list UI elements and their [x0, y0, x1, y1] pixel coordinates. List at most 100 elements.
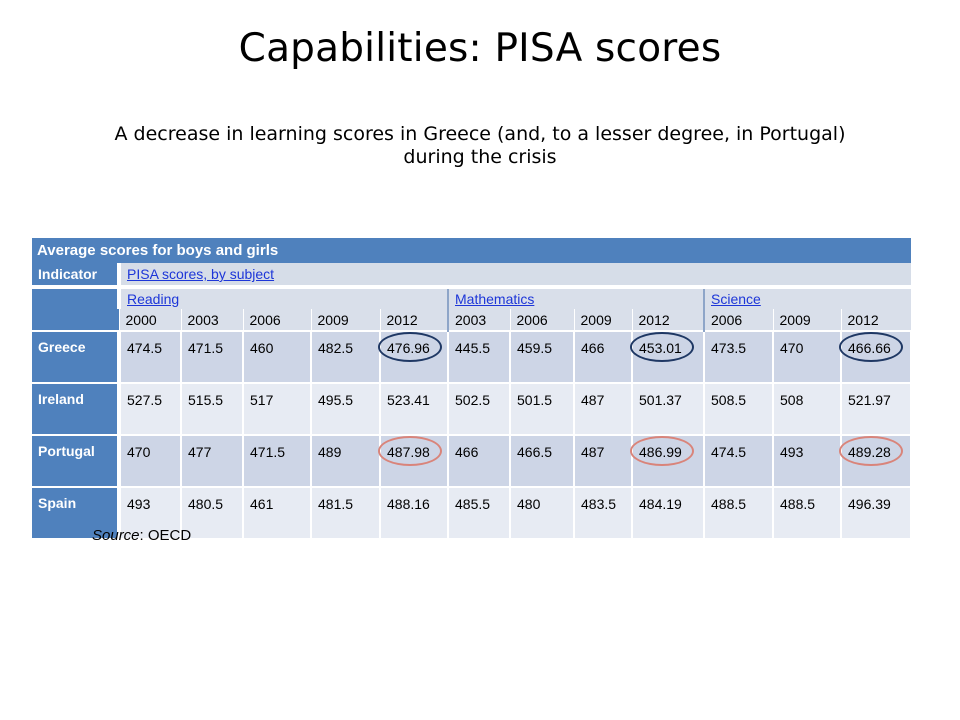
- score-cell: 466.66: [839, 331, 913, 383]
- year-header: 2006: [510, 309, 575, 331]
- score-cell: 487.98: [378, 435, 449, 487]
- source-value: : OECD: [139, 527, 192, 544]
- score-cell: 487: [574, 435, 633, 487]
- country-label: Portugal: [32, 435, 121, 487]
- score-cell: 474.5: [703, 435, 774, 487]
- year-header: 2003: [181, 309, 244, 331]
- score-value: 453.01: [639, 340, 682, 356]
- year-header: 2000: [119, 309, 182, 331]
- score-cell: 501.37: [632, 383, 705, 435]
- score-cell: 471.5: [181, 331, 244, 383]
- highlighted-score: 486.99: [630, 436, 694, 466]
- score-cell: 521.97: [841, 383, 913, 435]
- year-header: 2009: [773, 309, 842, 331]
- score-cell: 489: [311, 435, 381, 487]
- score-cell: 488.16: [380, 487, 449, 538]
- score-cell: 480: [510, 487, 575, 538]
- score-cell: 481.5: [311, 487, 381, 538]
- indicator-value-cell: PISA scores, by subject: [119, 263, 912, 289]
- score-cell: 493: [119, 487, 182, 538]
- subject-reading-link[interactable]: Reading: [127, 291, 180, 307]
- score-cell: 502.5: [447, 383, 511, 435]
- score-cell: 466: [447, 435, 511, 487]
- year-header: 2012: [380, 309, 449, 331]
- score-cell: 461: [243, 487, 312, 538]
- table-header: Average scores for boys and girls: [32, 238, 912, 263]
- score-cell: 496.39: [841, 487, 913, 538]
- score-cell: 460: [243, 331, 312, 383]
- score-cell: 508.5: [703, 383, 774, 435]
- score-cell: 488.5: [703, 487, 774, 538]
- year-header: 2012: [632, 309, 705, 331]
- indicator-label: Indicator: [32, 263, 121, 289]
- score-cell: 482.5: [311, 331, 381, 383]
- table-row: Greece 474.5 471.5 460 482.5 476.96 445.5 459.5…: [32, 331, 913, 383]
- score-cell: 474.5: [119, 331, 182, 383]
- score-cell: 480.5: [181, 487, 244, 538]
- country-label: Greece: [32, 331, 121, 383]
- year-header: 2006: [703, 309, 774, 331]
- highlighted-score: 489.28: [839, 436, 903, 466]
- subject-science-cell: Science: [702, 287, 912, 309]
- score-cell: 471.5: [243, 435, 312, 487]
- score-cell: 527.5: [119, 383, 182, 435]
- score-cell: 495.5: [311, 383, 381, 435]
- score-cell: 517: [243, 383, 312, 435]
- pisa-scores-table: Average scores for boys and girls Indica…: [32, 238, 913, 538]
- year-header: 2009: [311, 309, 381, 331]
- score-value: 487.98: [387, 444, 430, 460]
- score-cell: 466: [574, 331, 633, 383]
- source-note: Source: OECD: [92, 527, 191, 544]
- year-header: 2003: [447, 309, 511, 331]
- score-cell: 485.5: [447, 487, 511, 538]
- score-cell: 476.96: [378, 331, 449, 383]
- score-cell: 493: [773, 435, 842, 487]
- score-cell: 483.5: [574, 487, 633, 538]
- country-label: Ireland: [32, 383, 121, 435]
- score-cell: 453.01: [630, 331, 705, 383]
- subject-mathematics-cell: Mathematics: [447, 287, 704, 309]
- score-cell: 470: [119, 435, 182, 487]
- score-cell: 487: [574, 383, 633, 435]
- subtitle-line-2: during the crisis: [403, 146, 557, 168]
- score-cell: 459.5: [510, 331, 575, 383]
- slide-subtitle: A decrease in learning scores in Greece …: [100, 123, 860, 169]
- subject-reading-cell: Reading: [119, 287, 448, 309]
- score-cell: 484.19: [632, 487, 705, 538]
- table-row: Spain 493 480.5 461 481.5 488.16 485.5 480 483.5…: [32, 487, 913, 538]
- score-cell: 466.5: [510, 435, 575, 487]
- highlighted-score: 476.96: [378, 332, 442, 362]
- pisa-table-container: Average scores for boys and girls Indica…: [32, 238, 913, 538]
- subject-science-link[interactable]: Science: [711, 291, 761, 307]
- score-cell: 488.5: [773, 487, 842, 538]
- country-label: Spain: [32, 487, 121, 538]
- score-cell: 515.5: [181, 383, 244, 435]
- highlighted-score: 466.66: [839, 332, 903, 362]
- subtitle-line-1: A decrease in learning scores in Greece …: [114, 123, 846, 145]
- score-cell: 508: [773, 383, 842, 435]
- highlighted-score: 487.98: [378, 436, 442, 466]
- score-cell: 486.99: [630, 435, 705, 487]
- score-cell: 445.5: [447, 331, 511, 383]
- score-cell: 489.28: [839, 435, 913, 487]
- table-row: Ireland 527.5 515.5 517 495.5 523.41 502.5 501.…: [32, 383, 913, 435]
- score-value: 489.28: [848, 444, 891, 460]
- indicator-link[interactable]: PISA scores, by subject: [127, 266, 275, 282]
- score-cell: 477: [181, 435, 244, 487]
- score-value: 476.96: [387, 340, 430, 356]
- score-cell: 501.5: [510, 383, 575, 435]
- subject-side-cell: [32, 287, 121, 309]
- year-header: 2009: [574, 309, 633, 331]
- score-cell: 523.41: [380, 383, 449, 435]
- score-cell: 473.5: [703, 331, 774, 383]
- year-side-cell: [32, 309, 120, 331]
- score-value: 486.99: [639, 444, 682, 460]
- highlighted-score: 453.01: [630, 332, 694, 362]
- slide-title: Capabilities: PISA scores: [238, 26, 722, 71]
- year-header: 2012: [841, 309, 912, 331]
- subject-mathematics-link[interactable]: Mathematics: [455, 291, 535, 307]
- score-cell: 470: [773, 331, 842, 383]
- source-label: Source: [92, 527, 140, 544]
- table-row: Portugal 470 477 471.5 489 487.98 466 466.5 487 4…: [32, 435, 913, 487]
- score-value: 466.66: [848, 340, 891, 356]
